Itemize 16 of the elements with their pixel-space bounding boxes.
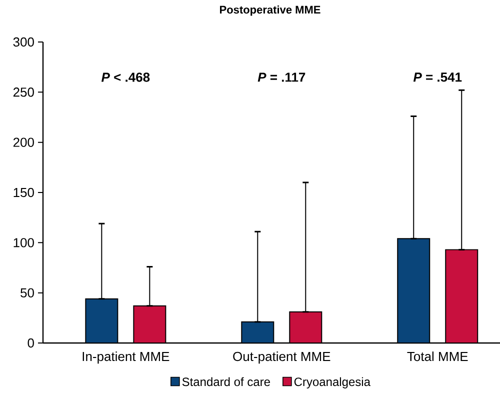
legend-label: Cryoanalgesia xyxy=(294,377,370,388)
x-tick-label: In-patient MME xyxy=(82,352,170,364)
y-tick-label: 0 xyxy=(28,338,34,348)
y-tick-label: 250 xyxy=(13,88,34,97)
annotation: P = .541 xyxy=(413,72,462,82)
y-tick-label: 150 xyxy=(14,188,34,198)
annotation: P = .117 xyxy=(258,72,306,82)
y-tick-label: 100 xyxy=(14,238,34,248)
y-tick-label: 200 xyxy=(13,138,34,147)
annotation: P < .468 xyxy=(101,72,150,82)
x-tick-label: Total MME xyxy=(407,352,468,362)
legend-label: Standard of care xyxy=(182,377,270,386)
chart-title: Postoperative MME xyxy=(220,6,320,16)
y-tick-label: 300 xyxy=(13,37,34,47)
y-tick-label: 50 xyxy=(20,288,34,298)
x-tick-label: Out-patient MME xyxy=(233,352,330,364)
